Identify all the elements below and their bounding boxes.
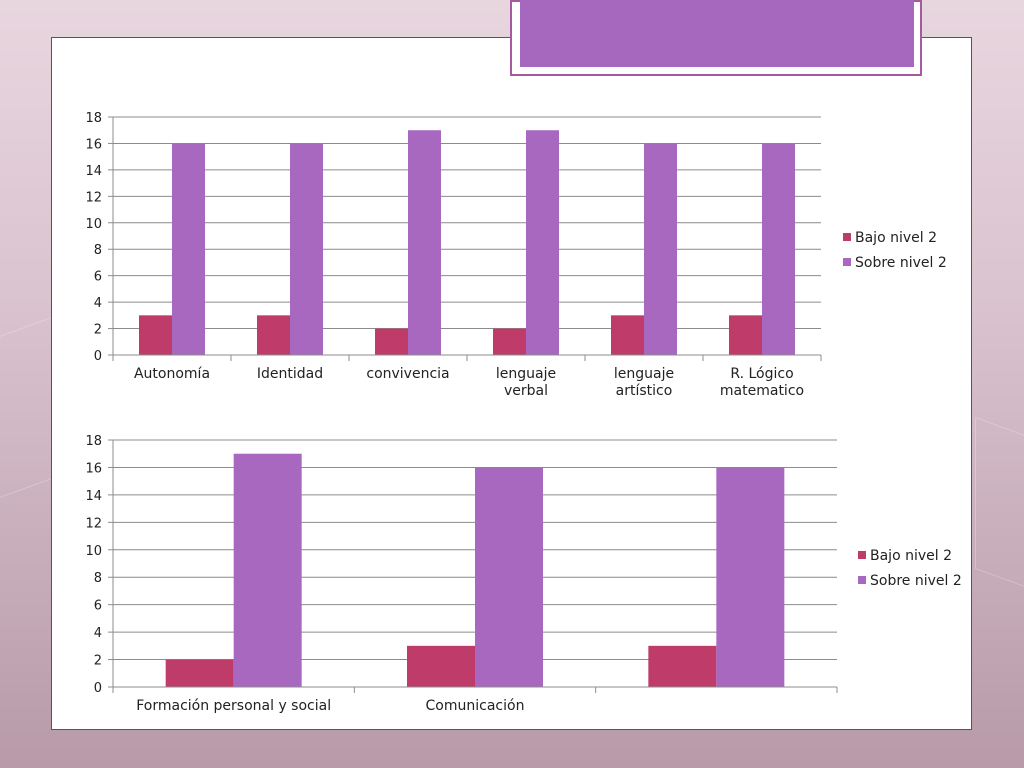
legend-swatch [843, 258, 851, 266]
y-tick-label: 6 [94, 599, 102, 614]
y-tick-label: 12 [85, 190, 102, 205]
y-tick-label: 18 [85, 111, 102, 126]
legend-label: Bajo nivel 2 [855, 230, 937, 246]
y-tick-label: 8 [94, 243, 102, 258]
bar-bajo [407, 645, 475, 687]
legend-swatch [858, 551, 866, 559]
title-bar [520, 0, 914, 67]
y-tick-label: 14 [85, 489, 102, 504]
x-category-label: Formación personal y social [136, 698, 331, 714]
x-category-label: Autonomía [134, 366, 210, 382]
bar-sobre [716, 467, 785, 687]
bar-bajo [257, 315, 290, 355]
bar-sobre [644, 143, 677, 355]
y-tick-label: 2 [94, 654, 102, 669]
bar-bajo [648, 645, 717, 687]
bar-bajo [729, 315, 762, 355]
legend-swatch [858, 576, 866, 584]
y-tick-label: 6 [94, 270, 102, 285]
y-tick-label: 12 [85, 516, 102, 531]
x-category-label: R. Lógico matematico [720, 366, 804, 399]
y-tick-label: 16 [85, 461, 102, 476]
bar-bajo [493, 328, 526, 355]
bar-sobre [475, 467, 543, 687]
y-tick-label: 2 [94, 323, 102, 338]
y-tick-label: 0 [94, 681, 102, 696]
bar-sobre [290, 143, 323, 355]
chart-2: 0 2 4 6 8 10 12 14 16 18 Formación personal y soci… [85, 434, 961, 714]
chart-1: 0 2 4 6 8 10 12 14 16 18 Autonomía Identidad convive… [85, 111, 946, 399]
legend-label: Bajo nivel 2 [870, 548, 952, 564]
x-category-label: Comunicación [426, 698, 525, 714]
y-tick-label: 10 [85, 544, 102, 559]
bar-bajo [611, 315, 644, 355]
legend-label: Sobre nivel 2 [855, 255, 947, 271]
bar-sobre [408, 130, 441, 355]
bar-sobre [526, 130, 559, 355]
x-category-label: Identidad [257, 366, 323, 382]
y-tick-label: 4 [94, 626, 102, 641]
bar-sobre [233, 453, 302, 687]
y-tick-label: 18 [85, 434, 102, 449]
y-tick-label: 4 [94, 296, 102, 311]
bar-bajo [165, 659, 234, 687]
legend-swatch [843, 233, 851, 241]
bar-sobre [762, 143, 795, 355]
x-category-label: lenguaje verbal [496, 366, 556, 399]
y-tick-label: 16 [85, 137, 102, 152]
y-tick-label: 0 [94, 349, 102, 364]
y-tick-label: 8 [94, 571, 102, 586]
y-tick-label: 10 [85, 217, 102, 232]
legend-label: Sobre nivel 2 [870, 573, 962, 589]
bar-sobre [172, 143, 205, 355]
x-category-label: lenguaje artístico [614, 366, 674, 399]
y-tick-label: 14 [85, 164, 102, 179]
bar-bajo [375, 328, 408, 355]
x-category-label: convivencia [366, 366, 449, 382]
bar-bajo [139, 315, 172, 355]
